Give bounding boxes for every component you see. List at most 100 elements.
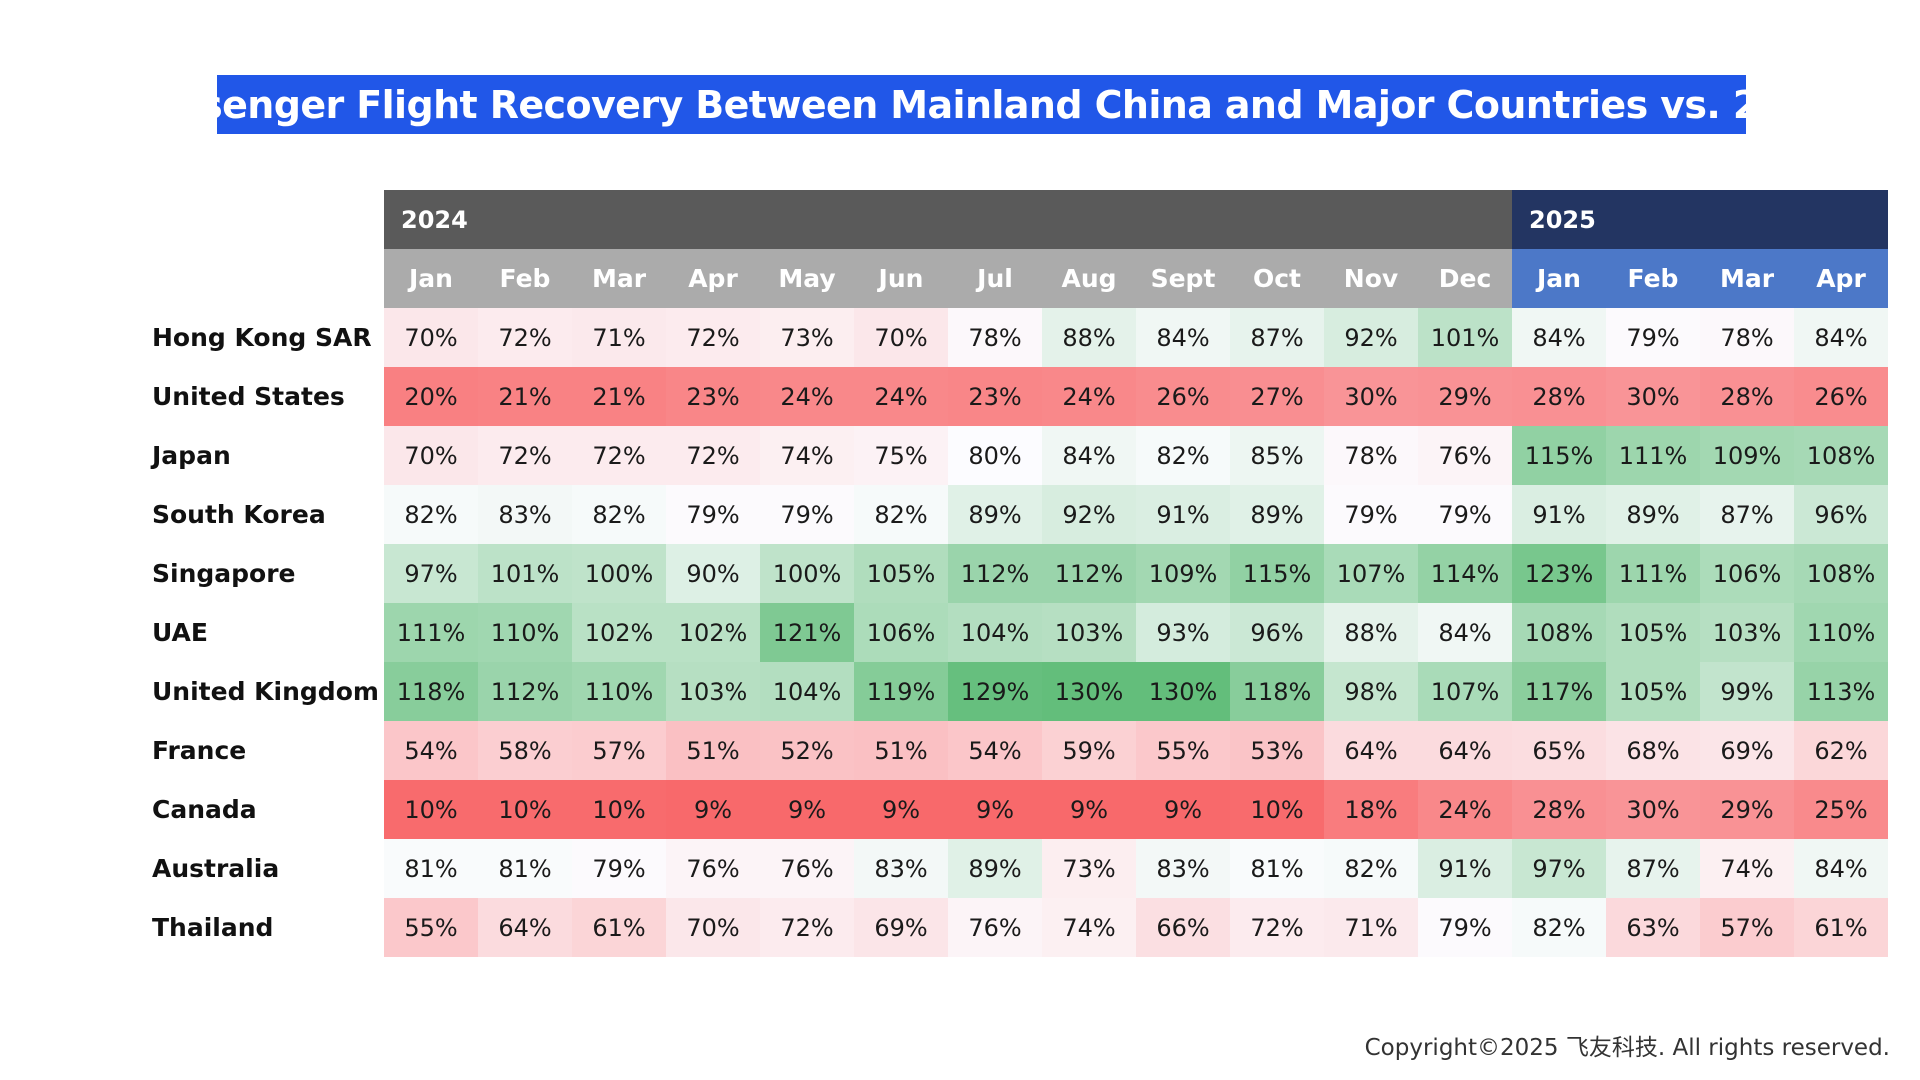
heatmap-cell: 88% — [1042, 308, 1136, 367]
heatmap-cell: 61% — [1794, 898, 1888, 957]
month-header-2024-dec: Dec — [1418, 249, 1512, 308]
heatmap-cell: 26% — [1794, 367, 1888, 426]
heatmap-cell: 78% — [1700, 308, 1794, 367]
heatmap-cell: 112% — [478, 662, 572, 721]
heatmap-cell: 91% — [1136, 485, 1230, 544]
heatmap-cell: 79% — [666, 485, 760, 544]
heatmap-cell: 74% — [1042, 898, 1136, 957]
country-label: UAE — [152, 618, 208, 647]
country-label: Canada — [152, 795, 257, 824]
heatmap-cell: 58% — [478, 721, 572, 780]
heatmap-cell: 84% — [1512, 308, 1606, 367]
month-header-2024-nov: Nov — [1324, 249, 1418, 308]
heatmap-cell: 23% — [666, 367, 760, 426]
heatmap-cell: 61% — [572, 898, 666, 957]
heatmap-cell: 30% — [1606, 367, 1700, 426]
row-france: France 54% 58% 57% 51% 52% 51% 54% 59% 55% 53% 64% 6… — [140, 721, 1888, 780]
heatmap-cell: 69% — [1700, 721, 1794, 780]
heatmap-cell: 63% — [1606, 898, 1700, 957]
heatmap-cell: 84% — [1042, 426, 1136, 485]
heatmap-cell: 51% — [854, 721, 948, 780]
heatmap-cell: 103% — [1042, 603, 1136, 662]
heatmap-cell: 109% — [1136, 544, 1230, 603]
heatmap-cell: 74% — [1700, 839, 1794, 898]
heatmap-cell: 21% — [478, 367, 572, 426]
heatmap-cell: 78% — [1324, 426, 1418, 485]
heatmap-cell: 9% — [666, 780, 760, 839]
row-singapore: Singapore 97% 101% 100% 90% 100% 105% 112% 112% 1… — [140, 544, 1888, 603]
row-australia: Australia 81% 81% 79% 76% 76% 83% 89% 73% 83% 81% 8… — [140, 839, 1888, 898]
country-label: Australia — [152, 854, 280, 883]
heatmap-cell: 82% — [854, 485, 948, 544]
month-header-2025-feb: Feb — [1606, 249, 1700, 308]
country-label: Singapore — [152, 559, 296, 588]
country-label: Thailand — [152, 913, 274, 942]
heatmap-cell: 68% — [1606, 721, 1700, 780]
heatmap-cell: 24% — [854, 367, 948, 426]
heatmap-cell: 102% — [666, 603, 760, 662]
heatmap-cell: 84% — [1418, 603, 1512, 662]
heatmap-cell: 55% — [384, 898, 478, 957]
heatmap-cell: 106% — [1700, 544, 1794, 603]
header-corner — [140, 249, 384, 308]
heatmap-cell: 112% — [948, 544, 1042, 603]
month-header-2025-mar: Mar — [1700, 249, 1794, 308]
heatmap-cell: 99% — [1700, 662, 1794, 721]
heatmap-cell: 76% — [666, 839, 760, 898]
heatmap-cell: 21% — [572, 367, 666, 426]
heatmap-cell: 87% — [1230, 308, 1324, 367]
row-thailand: Thailand 55% 64% 61% 70% 72% 69% 76% 74% 66% 72% 71… — [140, 898, 1888, 957]
month-header-row: Jan Feb Mar Apr May Jun Jul Aug Sept Oct Nov Dec Jan… — [140, 249, 1888, 308]
heatmap-cell: 83% — [1136, 839, 1230, 898]
heatmap-cell: 9% — [1136, 780, 1230, 839]
heatmap-cell: 71% — [1324, 898, 1418, 957]
heatmap-cell: 80% — [948, 426, 1042, 485]
heatmap-cell: 30% — [1606, 780, 1700, 839]
heatmap-cell: 113% — [1794, 662, 1888, 721]
country-label: United States — [152, 382, 345, 411]
heatmap-cell: 105% — [854, 544, 948, 603]
heatmap-cell: 100% — [760, 544, 854, 603]
country-label: South Korea — [152, 500, 326, 529]
heatmap-cell: 29% — [1700, 780, 1794, 839]
heatmap-cell: 79% — [1324, 485, 1418, 544]
heatmap-cell: 73% — [760, 308, 854, 367]
heatmap-cell: 28% — [1512, 780, 1606, 839]
heatmap-cell: 79% — [1418, 898, 1512, 957]
heatmap-cell: 72% — [478, 426, 572, 485]
heatmap-cell: 73% — [1042, 839, 1136, 898]
heatmap-cell: 30% — [1324, 367, 1418, 426]
heatmap-cell: 72% — [666, 426, 760, 485]
heatmap-cell: 92% — [1042, 485, 1136, 544]
heatmap-cell: 114% — [1418, 544, 1512, 603]
heatmap-cell: 104% — [760, 662, 854, 721]
heatmap-cell: 74% — [760, 426, 854, 485]
heatmap-cell: 97% — [384, 544, 478, 603]
heatmap-cell: 81% — [478, 839, 572, 898]
heatmap-cell: 52% — [760, 721, 854, 780]
month-header-2024-apr: Apr — [666, 249, 760, 308]
heatmap-cell: 91% — [1418, 839, 1512, 898]
heatmap-cell: 130% — [1136, 662, 1230, 721]
heatmap-cell: 81% — [384, 839, 478, 898]
heatmap-cell: 87% — [1700, 485, 1794, 544]
heatmap-cell: 54% — [948, 721, 1042, 780]
heatmap-cell: 90% — [666, 544, 760, 603]
heatmap-cell: 79% — [760, 485, 854, 544]
heatmap-cell: 26% — [1136, 367, 1230, 426]
heatmap-cell: 107% — [1324, 544, 1418, 603]
heatmap-cell: 59% — [1042, 721, 1136, 780]
country-label: France — [152, 736, 247, 765]
heatmap-cell: 70% — [854, 308, 948, 367]
heatmap-cell: 64% — [1418, 721, 1512, 780]
heatmap-cell: 84% — [1794, 308, 1888, 367]
heatmap-cell: 108% — [1794, 426, 1888, 485]
heatmap-cell: 18% — [1324, 780, 1418, 839]
heatmap-cell: 76% — [1418, 426, 1512, 485]
heatmap-cell: 107% — [1418, 662, 1512, 721]
month-header-2024-aug: Aug — [1042, 249, 1136, 308]
heatmap-cell: 10% — [1230, 780, 1324, 839]
heatmap-cell: 66% — [1136, 898, 1230, 957]
row-united-states: United States 20% 21% 21% 23% 24% 24% 23% 24% 26%… — [140, 367, 1888, 426]
heatmap-cell: 123% — [1512, 544, 1606, 603]
